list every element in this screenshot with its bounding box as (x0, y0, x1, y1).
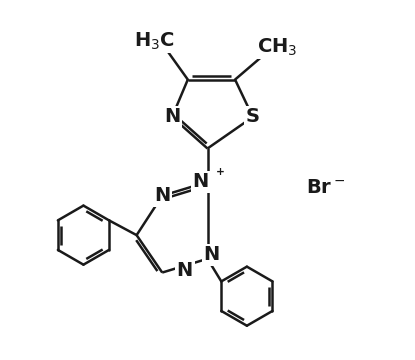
Text: H$_3$C: H$_3$C (134, 30, 175, 51)
Text: N: N (192, 172, 208, 192)
Text: N: N (177, 261, 193, 280)
Text: $\mathbf{^+}$: $\mathbf{^+}$ (212, 167, 225, 183)
Text: N: N (164, 108, 180, 126)
Text: N: N (203, 245, 220, 264)
Text: S: S (246, 108, 260, 126)
Text: N: N (154, 186, 170, 205)
Text: CH$_3$: CH$_3$ (257, 37, 298, 58)
Text: Br$^-$: Br$^-$ (306, 178, 345, 197)
